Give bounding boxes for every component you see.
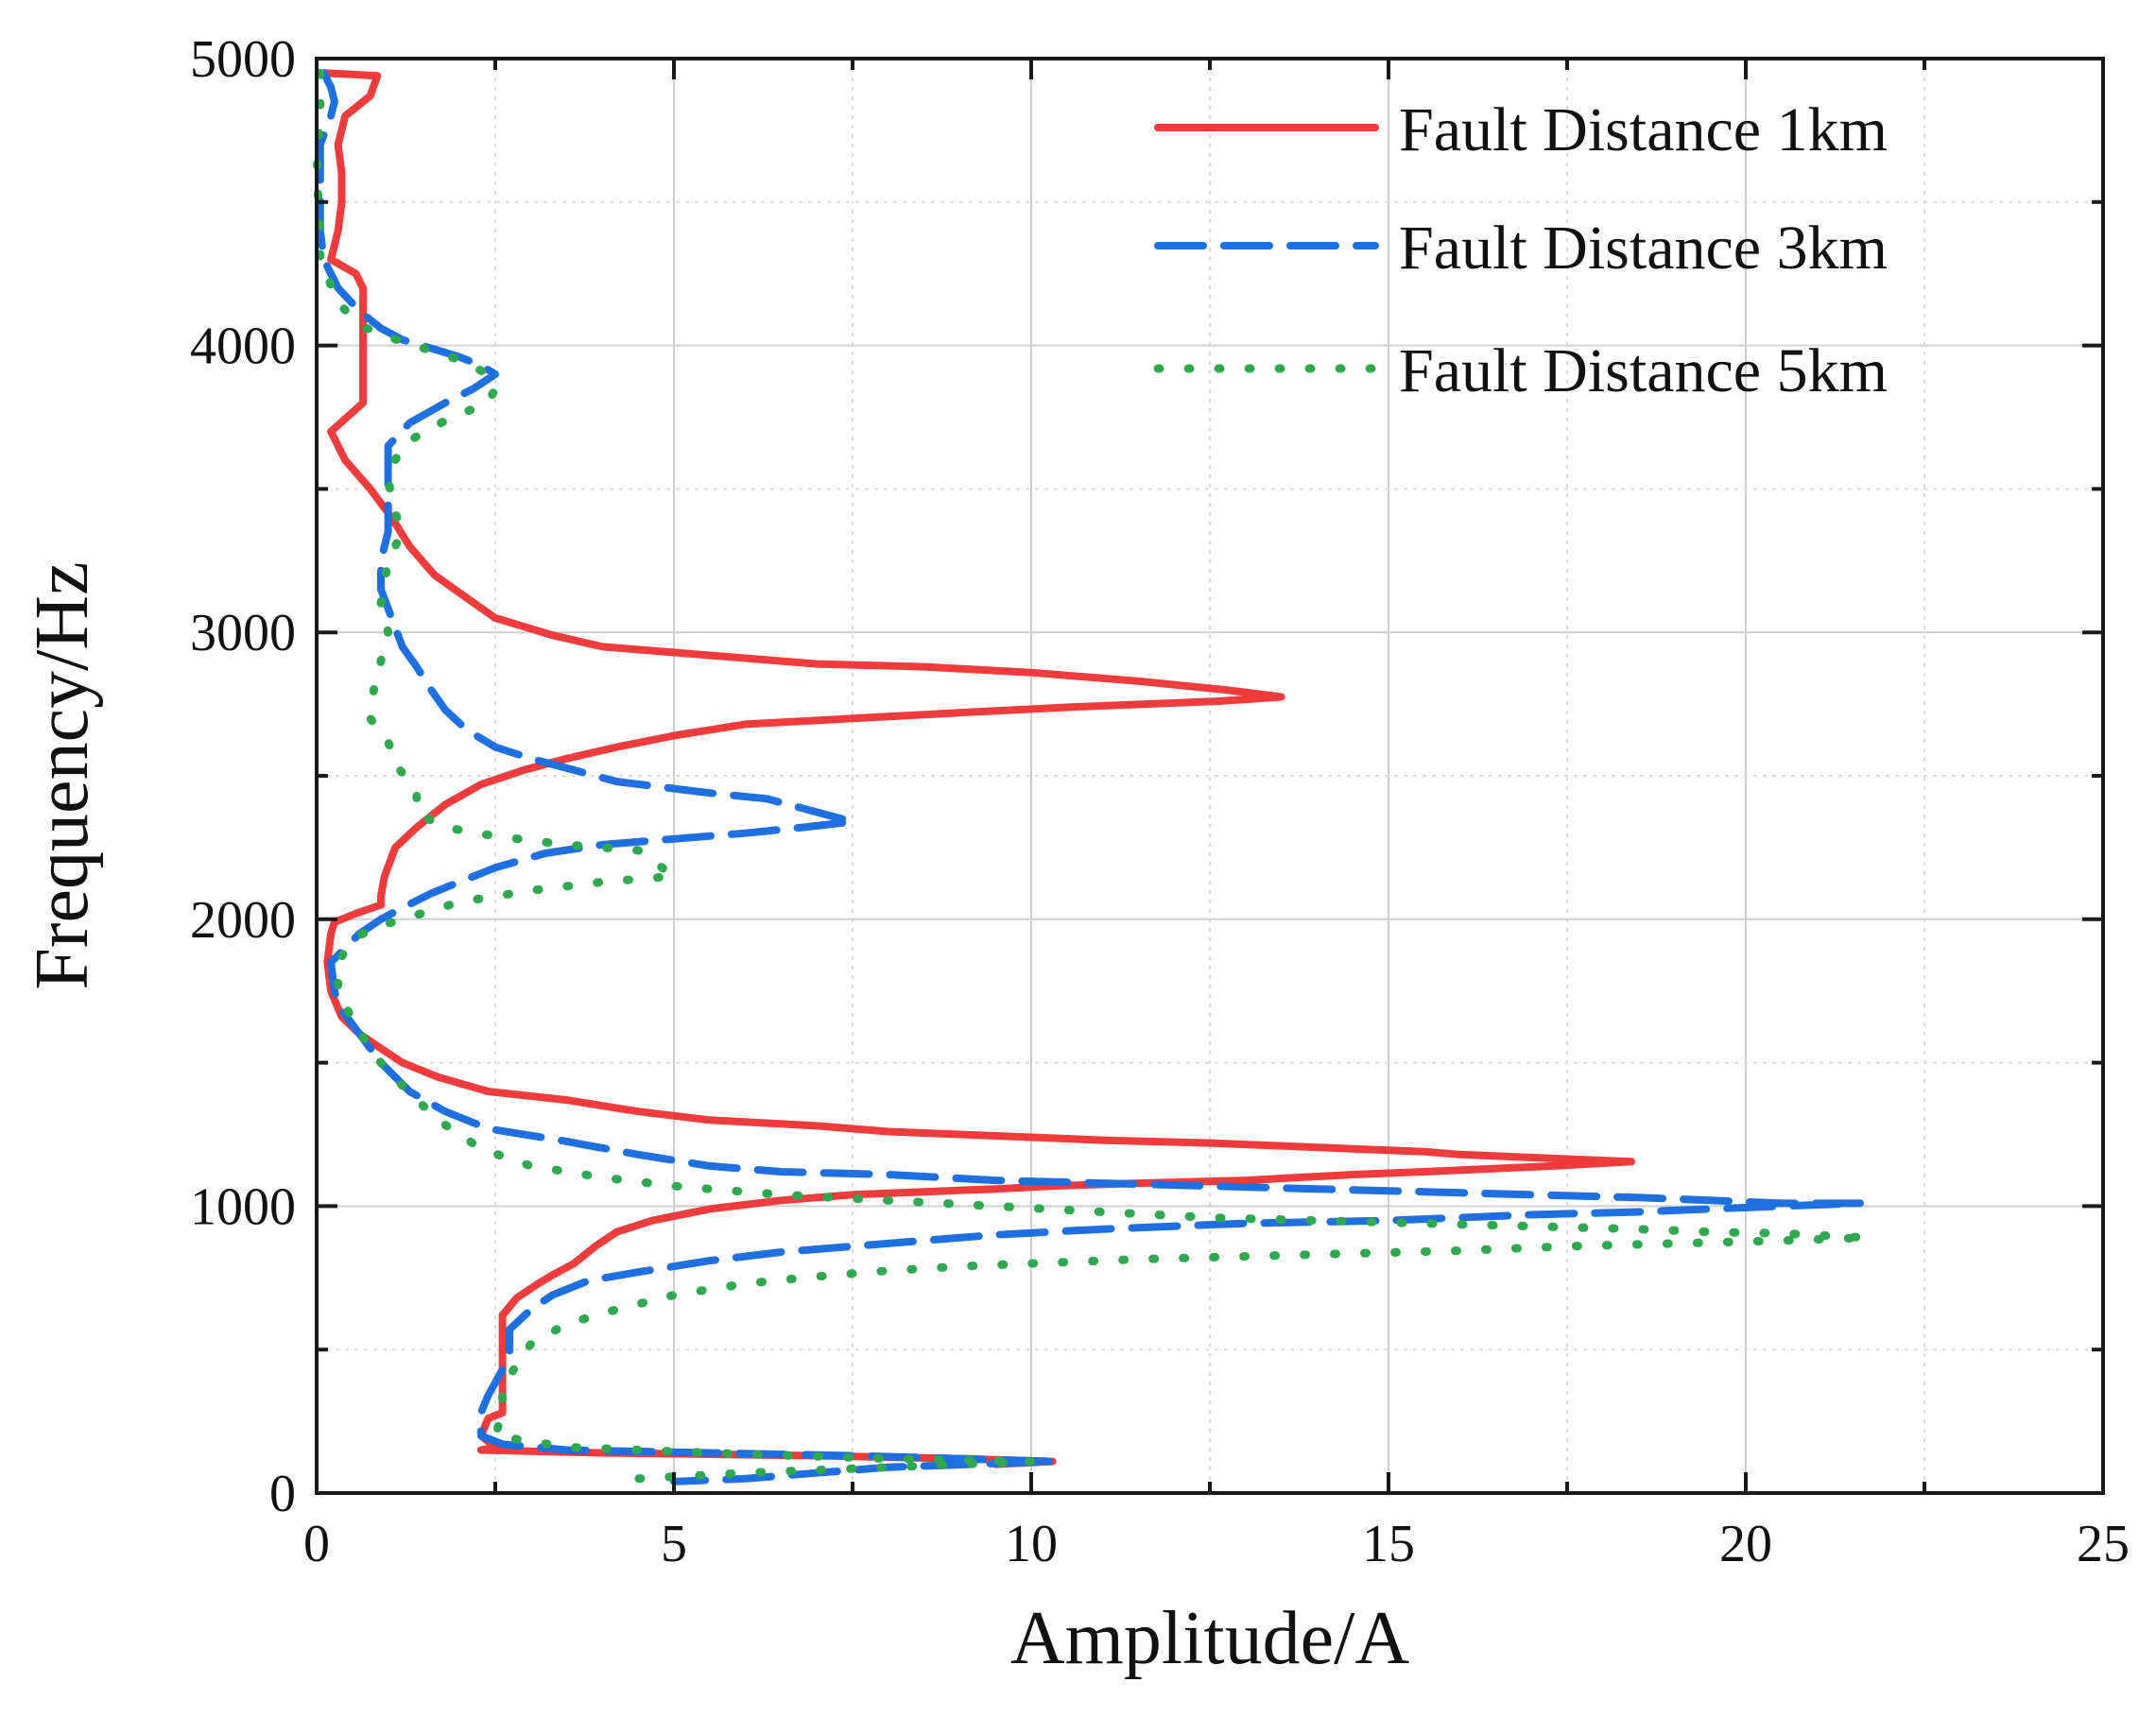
y-tick-label: 4000 <box>190 318 296 376</box>
x-tick-label: 25 <box>2077 1515 2130 1573</box>
y-tick-label: 2000 <box>190 891 296 950</box>
y-tick-label: 0 <box>269 1465 296 1523</box>
series-lines <box>312 68 1871 1485</box>
x-tick-labels: 0 5 10 15 20 25 <box>303 1515 2130 1573</box>
series-line-3km <box>316 69 1864 1485</box>
y-axis-title: Frequency/Hz <box>21 561 104 989</box>
x-tick-label: 0 <box>303 1515 330 1573</box>
y-tick-label: 3000 <box>190 604 296 662</box>
x-tick-label: 10 <box>1005 1515 1058 1573</box>
legend-label-3km: Fault Distance 3km <box>1399 214 1888 283</box>
legend-label-1km: Fault Distance 1km <box>1399 95 1888 164</box>
x-tick-label: 5 <box>661 1515 687 1573</box>
chart-legend: Fault Distance 1km Fault Distance 3km Fa… <box>1153 95 1888 405</box>
series-line-5km <box>312 68 1871 1484</box>
y-tick-label: 1000 <box>190 1177 296 1236</box>
y-tick-labels: 0 1000 2000 3000 4000 5000 <box>190 30 296 1523</box>
legend-entry-1km: Fault Distance 1km <box>1154 95 1888 164</box>
legend-entry-3km: Fault Distance 3km <box>1154 214 1888 283</box>
legend-entry-5km: Fault Distance 5km <box>1153 336 1888 405</box>
legend-label-5km: Fault Distance 5km <box>1399 336 1888 405</box>
x-tick-label: 20 <box>1719 1515 1772 1573</box>
grid-lines <box>317 59 2103 1493</box>
x-axis-title: Amplitude/A <box>1010 1597 1409 1680</box>
axis-ticks <box>315 57 2105 1495</box>
y-tick-label: 5000 <box>190 30 296 89</box>
x-tick-label: 15 <box>1362 1515 1415 1573</box>
